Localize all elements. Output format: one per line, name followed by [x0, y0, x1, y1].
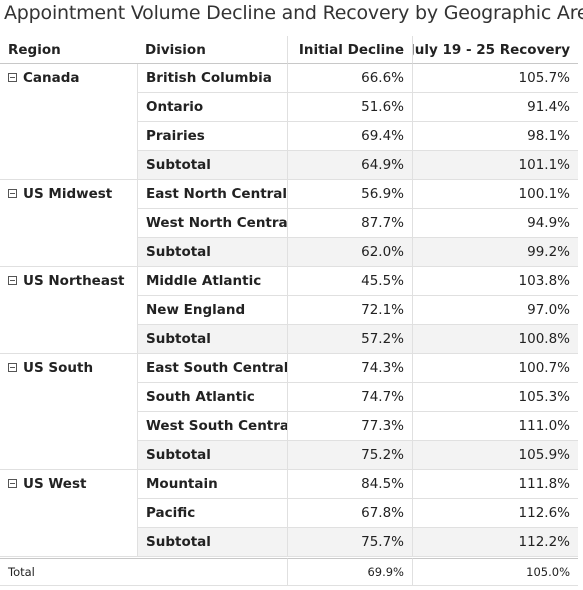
- value-cell: 100.7%: [412, 354, 578, 383]
- value-cell: 103.8%: [412, 267, 578, 296]
- division-cell: Prairies: [137, 122, 287, 151]
- value-cell: 74.3%: [287, 354, 412, 383]
- division-cell: Subtotal: [137, 325, 287, 354]
- division-cell: East North Central: [137, 180, 287, 209]
- column-header: Region: [0, 36, 137, 64]
- division-cell: Subtotal: [137, 528, 287, 557]
- value-cell: 67.8%: [287, 499, 412, 528]
- value-cell: 75.7%: [287, 528, 412, 557]
- division-cell: British Columbia: [137, 64, 287, 93]
- title: Appointment Volume Decline and Recovery …: [4, 2, 583, 24]
- region-label: US Midwest: [23, 186, 113, 202]
- value-cell: 105.7%: [412, 64, 578, 93]
- value-cell: 111.0%: [412, 412, 578, 441]
- division-cell: Pacific: [137, 499, 287, 528]
- value-cell: 112.2%: [412, 528, 578, 557]
- division-cell: New England: [137, 296, 287, 325]
- value-cell: 111.8%: [412, 470, 578, 499]
- column-header: Initial Decline: [287, 36, 412, 64]
- value-cell: 100.8%: [412, 325, 578, 354]
- total-value: 69.9%: [287, 558, 412, 586]
- value-cell: 64.9%: [287, 151, 412, 180]
- region-cell: US South: [0, 354, 137, 470]
- value-cell: 45.5%: [287, 267, 412, 296]
- value-cell: 72.1%: [287, 296, 412, 325]
- collapse-icon[interactable]: [8, 189, 17, 198]
- value-cell: 87.7%: [287, 209, 412, 238]
- value-cell: 51.6%: [287, 93, 412, 122]
- total-value: 105.0%: [412, 558, 578, 586]
- division-cell: Ontario: [137, 93, 287, 122]
- value-cell: 99.2%: [412, 238, 578, 267]
- value-cell: 98.1%: [412, 122, 578, 151]
- division-cell: Middle Atlantic: [137, 267, 287, 296]
- value-cell: 94.9%: [412, 209, 578, 238]
- value-cell: 77.3%: [287, 412, 412, 441]
- division-cell: West South Central: [137, 412, 287, 441]
- collapse-icon[interactable]: [8, 479, 17, 488]
- region-label: Canada: [23, 70, 80, 86]
- column-header: July 19 - 25 Recovery: [412, 36, 578, 64]
- collapse-icon[interactable]: [8, 363, 17, 372]
- division-cell: Mountain: [137, 470, 287, 499]
- value-cell: 91.4%: [412, 93, 578, 122]
- value-cell: 101.1%: [412, 151, 578, 180]
- value-cell: 112.6%: [412, 499, 578, 528]
- total-label: Total: [0, 558, 287, 586]
- value-cell: 74.7%: [287, 383, 412, 412]
- division-cell: Subtotal: [137, 238, 287, 267]
- value-cell: 66.6%: [287, 64, 412, 93]
- region-cell: US Northeast: [0, 267, 137, 354]
- division-cell: Subtotal: [137, 151, 287, 180]
- value-cell: 75.2%: [287, 441, 412, 470]
- region-label: US West: [23, 476, 87, 492]
- value-cell: 56.9%: [287, 180, 412, 209]
- division-cell: Subtotal: [137, 441, 287, 470]
- value-cell: 57.2%: [287, 325, 412, 354]
- region-cell: US West: [0, 470, 137, 557]
- division-cell: West North Central: [137, 209, 287, 238]
- division-cell: South Atlantic: [137, 383, 287, 412]
- region-cell: Canada: [0, 64, 137, 180]
- region-label: US Northeast: [23, 273, 125, 289]
- column-header: Division: [137, 36, 287, 64]
- value-cell: 100.1%: [412, 180, 578, 209]
- collapse-icon[interactable]: [8, 73, 17, 82]
- value-cell: 105.9%: [412, 441, 578, 470]
- value-cell: 84.5%: [287, 470, 412, 499]
- region-label: US South: [23, 360, 94, 376]
- value-cell: 69.4%: [287, 122, 412, 151]
- value-cell: 62.0%: [287, 238, 412, 267]
- division-cell: East South Central: [137, 354, 287, 383]
- value-cell: 97.0%: [412, 296, 578, 325]
- region-cell: US Midwest: [0, 180, 137, 267]
- collapse-icon[interactable]: [8, 276, 17, 285]
- value-cell: 105.3%: [412, 383, 578, 412]
